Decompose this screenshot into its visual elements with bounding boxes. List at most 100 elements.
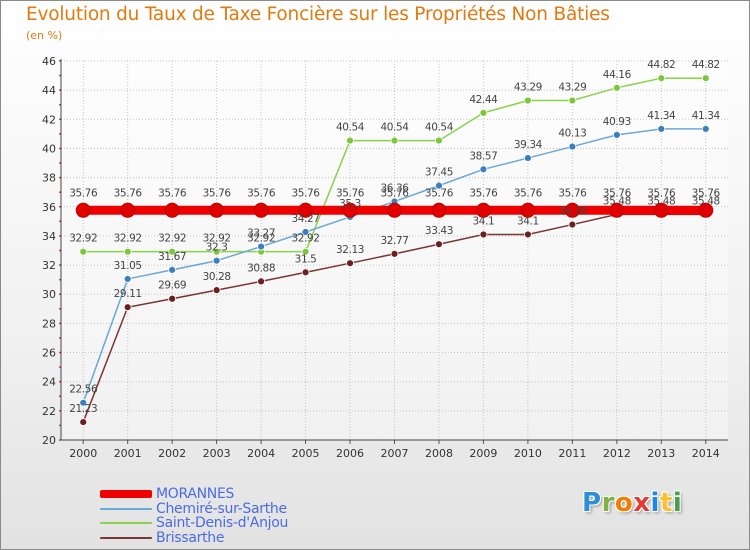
data-label-morannes: 35.76: [469, 187, 498, 199]
data-label-morannes: 35.76: [514, 187, 543, 199]
data-label-saint-denis: 32.92: [292, 233, 320, 245]
data-label-chemire: 41.34: [647, 110, 676, 122]
data-label-morannes: 35.76: [692, 187, 721, 199]
logo-letter: i: [672, 488, 683, 518]
x-tick-label: 2012: [603, 447, 631, 460]
data-label-morannes: 35.76: [292, 187, 321, 199]
y-tick-label: 28: [42, 317, 56, 330]
data-label-morannes: 35.76: [203, 187, 232, 199]
data-point-chemire: [479, 165, 488, 174]
data-label-saint-denis: 44.16: [603, 69, 632, 81]
data-label-saint-denis: 40.54: [425, 122, 454, 134]
x-tick-label: 2001: [114, 447, 142, 460]
legend-label-chemire: Chemiré-sur-Sarthe: [156, 501, 287, 517]
data-point-morannes: [431, 202, 447, 218]
legend-label-morannes: MORANNES: [156, 486, 235, 502]
y-tick-label: 42: [42, 113, 56, 126]
data-point-morannes: [698, 202, 714, 218]
data-label-chemire: 34.27: [292, 213, 320, 225]
data-point-brissarthe: [479, 230, 488, 239]
data-point-brissarthe: [257, 277, 266, 286]
x-tick-label: 2002: [158, 447, 186, 460]
data-label-morannes: 35.76: [158, 187, 187, 199]
data-point-chemire: [123, 275, 132, 283]
data-label-morannes: 35.76: [336, 187, 365, 199]
x-tick-label: 2014: [692, 447, 720, 460]
data-label-chemire: 39.34: [514, 139, 543, 151]
data-point-brissarthe: [168, 294, 177, 303]
data-label-morannes: 35.76: [425, 187, 454, 199]
y-tick-label: 38: [42, 172, 56, 185]
x-tick-label: 2000: [69, 447, 97, 460]
data-label-brissarthe: 32.13: [336, 244, 364, 256]
x-tick-label: 2008: [425, 447, 453, 460]
y-tick-label: 44: [42, 84, 56, 97]
y-tick-label: 20: [42, 434, 56, 447]
y-tick-label: 22: [42, 405, 56, 418]
data-label-saint-denis: 44.82: [647, 59, 675, 71]
data-label-brissarthe: 29.69: [158, 280, 186, 292]
data-label-brissarthe: 33.43: [425, 225, 453, 237]
legend-item-chemire: Chemiré-sur-Sarthe: [100, 501, 287, 517]
data-label-saint-denis: 32.92: [203, 233, 231, 245]
legend-label-saint-denis: Saint-Denis-d'Anjou: [156, 515, 289, 531]
data-point-brissarthe: [390, 249, 399, 258]
chart-title: Evolution du Taux de Taxe Foncière sur l…: [26, 4, 610, 25]
data-label-chemire: 40.13: [558, 128, 586, 140]
data-label-saint-denis: 40.54: [380, 122, 409, 134]
data-point-saint-denis: [168, 247, 177, 256]
data-point-morannes: [475, 202, 491, 218]
data-point-morannes: [75, 202, 91, 218]
data-point-saint-denis: [524, 96, 532, 105]
legend-swatch-brissarthe: [100, 537, 152, 539]
data-point-saint-denis: [301, 247, 310, 256]
data-point-morannes: [653, 202, 669, 218]
data-label-brissarthe: 30.28: [203, 271, 231, 283]
data-point-saint-denis: [479, 108, 488, 117]
data-label-morannes: 35.76: [603, 187, 632, 199]
logo-letter: i: [650, 488, 660, 518]
y-tick-label: 36: [42, 201, 56, 214]
legend-label-brissarthe: Brissarthe: [156, 530, 225, 546]
data-label-saint-denis: 40.54: [336, 122, 365, 134]
data-label-morannes: 35.76: [247, 187, 276, 199]
x-tick-label: 2004: [247, 447, 275, 460]
data-point-chemire: [257, 242, 266, 251]
data-point-morannes: [298, 202, 314, 218]
data-point-chemire: [168, 265, 177, 274]
data-point-saint-denis: [123, 247, 132, 256]
legend-swatch-chemire: [100, 508, 152, 510]
data-label-saint-denis: 32.92: [114, 233, 142, 245]
data-label-morannes: 35.76: [380, 187, 409, 199]
data-point-morannes: [387, 202, 402, 218]
data-point-saint-denis: [701, 74, 710, 83]
x-tick-label: 2011: [558, 447, 586, 460]
data-point-morannes: [164, 202, 180, 218]
data-label-brissarthe: 31.5: [295, 253, 317, 265]
x-tick-label: 2003: [203, 447, 231, 460]
data-point-saint-denis: [568, 96, 577, 105]
data-point-brissarthe: [435, 240, 443, 249]
data-label-brissarthe: 29.11: [114, 288, 142, 300]
data-label-chemire: 36.36: [380, 183, 409, 195]
data-point-saint-denis: [212, 247, 221, 256]
data-point-saint-denis: [79, 247, 88, 256]
data-label-saint-denis: 32.92: [247, 233, 275, 245]
y-tick-label: 30: [42, 288, 56, 301]
data-point-chemire: [612, 131, 621, 139]
data-label-morannes: 35.76: [114, 187, 143, 199]
data-point-morannes: [520, 202, 536, 218]
data-point-chemire: [212, 256, 221, 265]
data-label-brissarthe: 21.23: [69, 403, 97, 415]
data-label-chemire: 40.93: [603, 116, 631, 128]
data-label-chemire: 31.05: [114, 260, 142, 272]
data-label-saint-denis: 44.82: [692, 59, 720, 71]
data-label-chemire: 37.45: [425, 167, 453, 179]
y-tick-label: 32: [42, 259, 56, 272]
data-label-morannes: 35.76: [558, 187, 587, 199]
y-tick-label: 26: [42, 347, 56, 360]
data-label-brissarthe: 35.48: [692, 195, 720, 207]
x-tick-label: 2009: [469, 447, 497, 460]
data-label-chemire: 38.57: [469, 150, 497, 162]
